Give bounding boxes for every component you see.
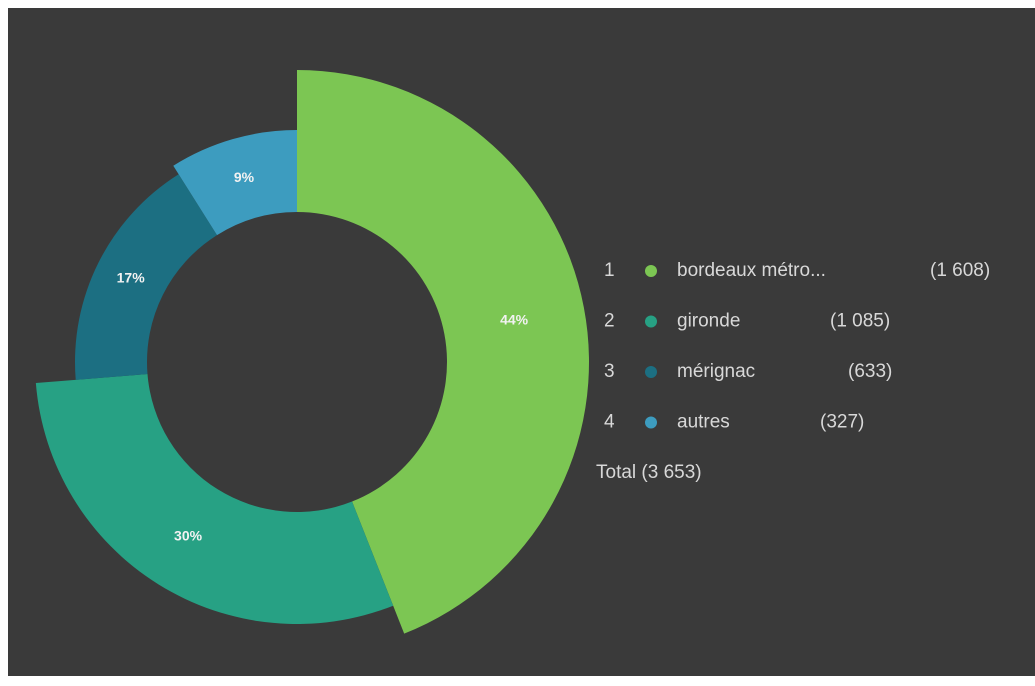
percentage-label: 44% — [500, 311, 529, 327]
legend-dot — [645, 366, 657, 378]
legend-value: (633) — [848, 361, 892, 382]
legend-label: gironde — [677, 311, 740, 332]
legend-dot — [645, 265, 657, 277]
legend-value: (1 085) — [830, 311, 890, 332]
percentage-label: 9% — [234, 169, 255, 185]
legend-rank: 1 — [604, 260, 615, 281]
donut-slice — [297, 70, 590, 634]
legend-dot — [645, 416, 657, 429]
legend-label: bordeaux métro... — [677, 260, 826, 281]
donut-slice — [74, 174, 218, 380]
legend-rank: 2 — [604, 311, 615, 332]
legend-value: (327) — [820, 412, 864, 433]
donut-slice — [173, 130, 297, 236]
legend-dot — [645, 315, 657, 328]
percentage-label: 30% — [174, 528, 203, 544]
legend-label: mérignac — [677, 361, 755, 382]
legend-value: (1 608) — [930, 260, 990, 281]
legend-rank: 4 — [604, 412, 615, 433]
donut-slice — [35, 374, 394, 624]
legend-total: Total (3 653) — [596, 462, 702, 483]
legend-label: autres — [677, 412, 730, 433]
legend-rank: 3 — [604, 361, 615, 382]
percentage-label: 17% — [117, 269, 146, 285]
